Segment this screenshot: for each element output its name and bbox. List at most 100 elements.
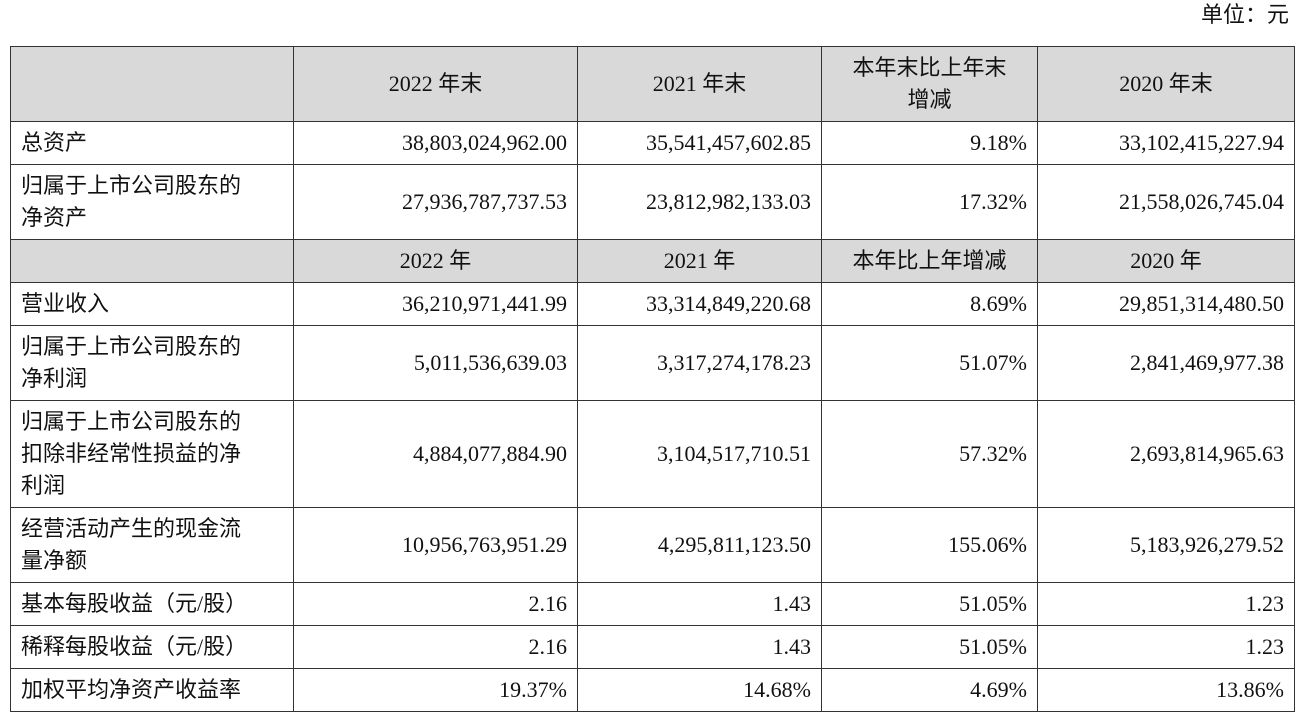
cell-value: 2,693,814,965.63 (1130, 441, 1284, 466)
column-header: 2020 年 (1130, 248, 1202, 273)
column-header: 2022 年 (399, 248, 472, 273)
value-cell: 2,841,469,977.38 (1037, 325, 1295, 401)
header-row: 2022 年末 2021 年末 本年末比上年末增减 2020 年末 (10, 46, 1295, 122)
row-label: 基本每股收益（元/股） (21, 591, 248, 616)
cell-value: 38,803,024,962.00 (402, 130, 567, 155)
data-row: 经营活动产生的现金流量净额 10,956,763,951.29 4,295,811,… (10, 507, 1295, 583)
data-row: 总资产 38,803,024,962.00 35,541,457,602.85 9.1… (10, 121, 1295, 165)
cell-value: 1.43 (772, 591, 812, 616)
cell-value: 36,210,971,441.99 (402, 291, 567, 316)
cell-value: 9.18% (970, 130, 1027, 155)
value-cell: 33,314,849,220.68 (577, 282, 822, 326)
cell-value: 17.32% (959, 189, 1027, 214)
row-label-cell: 基本每股收益（元/股） (10, 582, 294, 626)
table-body: 2022 年末 2021 年末 本年末比上年末增减 2020 年末总资产 38,803,… (10, 46, 1295, 712)
financial-table: 2022 年末 2021 年末 本年末比上年末增减 2020 年末总资产 38,803,… (10, 46, 1295, 712)
value-cell: 14.68% (577, 668, 822, 712)
value-cell: 17.32% (821, 164, 1038, 240)
column-header: 本年末比上年末增减 (852, 55, 1007, 112)
cell-value: 2,841,469,977.38 (1130, 350, 1284, 375)
value-cell: 1.23 (1037, 582, 1295, 626)
cell-value: 14.68% (743, 677, 811, 702)
cell-value: 29,851,314,480.50 (1119, 291, 1284, 316)
value-cell: 9.18% (821, 121, 1038, 165)
row-label-cell: 营业收入 (10, 282, 294, 326)
row-label-cell: 稀释每股收益（元/股） (10, 625, 294, 669)
value-cell: 38,803,024,962.00 (293, 121, 578, 165)
cell-value: 1.23 (1245, 591, 1285, 616)
row-label: 总资产 (21, 130, 88, 155)
value-cell: 1.43 (577, 582, 822, 626)
value-cell: 51.05% (821, 582, 1038, 626)
cell-value: 33,314,849,220.68 (646, 291, 811, 316)
cell-value: 5,011,536,639.03 (413, 350, 567, 375)
value-cell: 23,812,982,133.03 (577, 164, 822, 240)
cell-value: 2.16 (528, 591, 568, 616)
row-label-cell (10, 239, 294, 283)
row-label-cell: 归属于上市公司股东的扣除非经常性损益的净利润 (10, 400, 294, 508)
data-row: 归属于上市公司股东的扣除非经常性损益的净利润 4,884,077,884.90 3,… (10, 400, 1295, 508)
cell-value: 19.37% (499, 677, 567, 702)
row-label: 经营活动产生的现金流量净额 (21, 516, 242, 573)
column-header: 2020 年末 (1119, 71, 1213, 96)
value-cell: 5,183,926,279.52 (1037, 507, 1295, 583)
cell-value: 2.16 (528, 634, 568, 659)
cell-value: 27,936,787,737.53 (402, 189, 567, 214)
cell-value: 23,812,982,133.03 (646, 189, 811, 214)
column-header: 本年比上年增减 (852, 248, 1007, 273)
value-cell: 19.37% (293, 668, 578, 712)
value-cell: 5,011,536,639.03 (293, 325, 578, 401)
value-cell: 2,693,814,965.63 (1037, 400, 1295, 508)
value-cell: 2.16 (293, 582, 578, 626)
column-header-cell: 2022 年 (293, 239, 578, 283)
value-cell: 3,317,274,178.23 (577, 325, 822, 401)
value-cell: 33,102,415,227.94 (1037, 121, 1295, 165)
cell-value: 4,295,811,123.50 (657, 532, 811, 557)
header-row: 2022 年 2021 年 本年比上年增减 2020 年 (10, 239, 1295, 283)
data-row: 归属于上市公司股东的净利润 5,011,536,639.03 3,317,274,1… (10, 325, 1295, 401)
cell-value: 4,884,077,884.90 (413, 441, 567, 466)
value-cell: 3,104,517,710.51 (577, 400, 822, 508)
value-cell: 29,851,314,480.50 (1037, 282, 1295, 326)
cell-value: 1.23 (1245, 634, 1285, 659)
value-cell: 2.16 (293, 625, 578, 669)
value-cell: 13.86% (1037, 668, 1295, 712)
column-header: 2022 年末 (388, 71, 483, 96)
row-label-cell: 归属于上市公司股东的净资产 (10, 164, 294, 240)
row-label-cell: 加权平均净资产收益率 (10, 668, 294, 712)
cell-value: 21,558,026,745.04 (1119, 189, 1284, 214)
cell-value: 51.05% (959, 634, 1027, 659)
cell-value: 57.32% (959, 441, 1027, 466)
cell-value: 33,102,415,227.94 (1119, 130, 1284, 155)
cell-value: 5,183,926,279.52 (1130, 532, 1284, 557)
data-row: 加权平均净资产收益率 19.37% 14.68% 4.69% 13.86% (10, 668, 1295, 712)
cell-value: 35,541,457,602.85 (646, 130, 811, 155)
cell-value: 3,104,517,710.51 (657, 441, 811, 466)
column-header-cell: 2021 年 (577, 239, 822, 283)
row-label: 归属于上市公司股东的净资产 (21, 173, 242, 230)
value-cell: 8.69% (821, 282, 1038, 326)
data-row: 归属于上市公司股东的净资产 27,936,787,737.53 23,812,982… (10, 164, 1295, 240)
row-label: 归属于上市公司股东的净利润 (21, 334, 242, 391)
column-header-cell: 2022 年末 (293, 46, 578, 122)
value-cell: 1.43 (577, 625, 822, 669)
value-cell: 35,541,457,602.85 (577, 121, 822, 165)
value-cell: 21,558,026,745.04 (1037, 164, 1295, 240)
cell-value: 51.05% (959, 591, 1027, 616)
cell-value: 8.69% (970, 291, 1027, 316)
cell-value: 10,956,763,951.29 (402, 532, 567, 557)
value-cell: 36,210,971,441.99 (293, 282, 578, 326)
column-header-cell: 本年末比上年末增减 (821, 46, 1038, 122)
cell-value: 4.69% (970, 677, 1027, 702)
value-cell: 4.69% (821, 668, 1038, 712)
row-label-cell: 经营活动产生的现金流量净额 (10, 507, 294, 583)
cell-value: 1.43 (772, 634, 812, 659)
value-cell: 1.23 (1037, 625, 1295, 669)
column-header-cell: 2021 年末 (577, 46, 822, 122)
cell-value: 155.06% (948, 532, 1027, 557)
value-cell: 57.32% (821, 400, 1038, 508)
row-label: 营业收入 (21, 291, 110, 316)
column-header: 2021 年 (663, 248, 736, 273)
cell-value: 51.07% (959, 350, 1027, 375)
